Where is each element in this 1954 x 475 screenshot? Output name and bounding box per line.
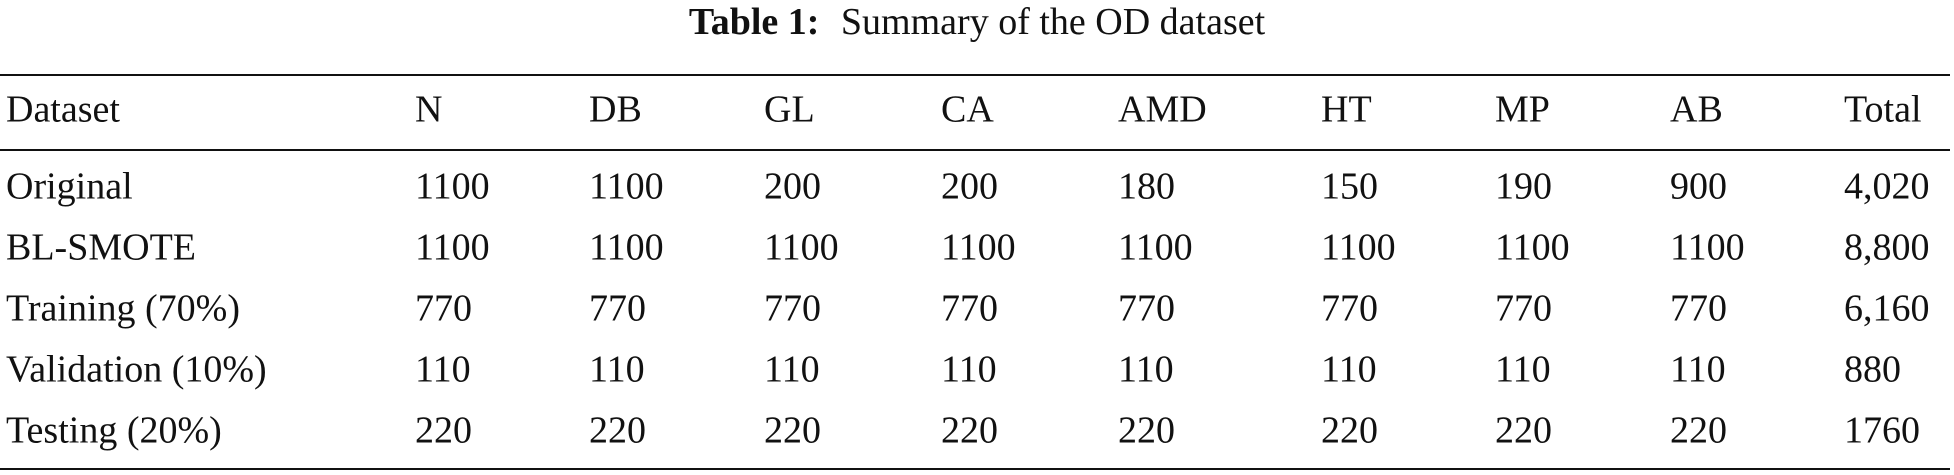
table-cell: 220 xyxy=(1321,410,1378,452)
table-cell: 1100 xyxy=(415,227,490,269)
header-cell: N xyxy=(415,89,442,131)
table-cell: 770 xyxy=(1321,288,1378,330)
table-cell: Testing (20%) xyxy=(6,410,222,452)
table-cell: 110 xyxy=(589,349,645,391)
table-cell: Original xyxy=(6,166,133,208)
table-cell: 110 xyxy=(1321,349,1377,391)
table-cell: 1100 xyxy=(589,227,664,269)
table-cell: 4,020 xyxy=(1844,166,1930,208)
table-cell: 190 xyxy=(1495,166,1552,208)
table-cell: 1100 xyxy=(1118,227,1193,269)
table-cell: 110 xyxy=(415,349,471,391)
table-cell: 220 xyxy=(415,410,472,452)
table-cell: Validation (10%) xyxy=(6,349,267,391)
table-cell: 220 xyxy=(1495,410,1552,452)
table-cell: 1760 xyxy=(1844,410,1920,452)
caption: Table 1: Summary of the OD dataset xyxy=(689,1,1266,43)
table-cell: 110 xyxy=(941,349,997,391)
table-cell: 110 xyxy=(1670,349,1726,391)
table-cell: 6,160 xyxy=(1844,288,1930,330)
table-cell: Training (70%) xyxy=(6,288,240,330)
table-cell: BL-SMOTE xyxy=(6,227,196,269)
header-cell: CA xyxy=(941,89,994,131)
header-cell: AB xyxy=(1670,89,1723,131)
table-cell: 770 xyxy=(1670,288,1727,330)
table-cell: 1100 xyxy=(415,166,490,208)
table-cell: 1100 xyxy=(1321,227,1396,269)
table-cell: 110 xyxy=(1118,349,1174,391)
table-cell: 1100 xyxy=(1670,227,1745,269)
caption-label: Table 1: xyxy=(689,1,820,43)
table-cell: 220 xyxy=(589,410,646,452)
table-cell: 220 xyxy=(1118,410,1175,452)
header-cell: DB xyxy=(589,89,642,131)
table-cell: 770 xyxy=(764,288,821,330)
table-cell: 770 xyxy=(1495,288,1552,330)
table-cell: 1100 xyxy=(941,227,1016,269)
table-cell: 180 xyxy=(1118,166,1175,208)
table-cell: 880 xyxy=(1844,349,1901,391)
table-cell: 150 xyxy=(1321,166,1378,208)
table-cell: 110 xyxy=(1495,349,1551,391)
table-cell: 200 xyxy=(941,166,998,208)
table-cell: 200 xyxy=(764,166,821,208)
table-cell: 770 xyxy=(1118,288,1175,330)
table-cell: 220 xyxy=(1670,410,1727,452)
table-cell: 1100 xyxy=(764,227,839,269)
table-cell: 770 xyxy=(415,288,472,330)
header-cell: AMD xyxy=(1118,89,1207,131)
table-cell: 1100 xyxy=(1495,227,1570,269)
table-cell: 1100 xyxy=(589,166,664,208)
caption-text: Summary of the OD dataset xyxy=(841,1,1266,43)
header-cell: Total xyxy=(1844,89,1922,131)
header-cell: HT xyxy=(1321,89,1372,131)
table-cell: 220 xyxy=(941,410,998,452)
header-cell: Dataset xyxy=(6,89,120,131)
table-cell: 900 xyxy=(1670,166,1727,208)
header-cell: MP xyxy=(1495,89,1550,131)
table-cell: 110 xyxy=(764,349,820,391)
table-cell: 220 xyxy=(764,410,821,452)
header-cell: GL xyxy=(764,89,815,131)
table-cell: 770 xyxy=(589,288,646,330)
table-cell: 770 xyxy=(941,288,998,330)
table-cell: 8,800 xyxy=(1844,227,1930,269)
